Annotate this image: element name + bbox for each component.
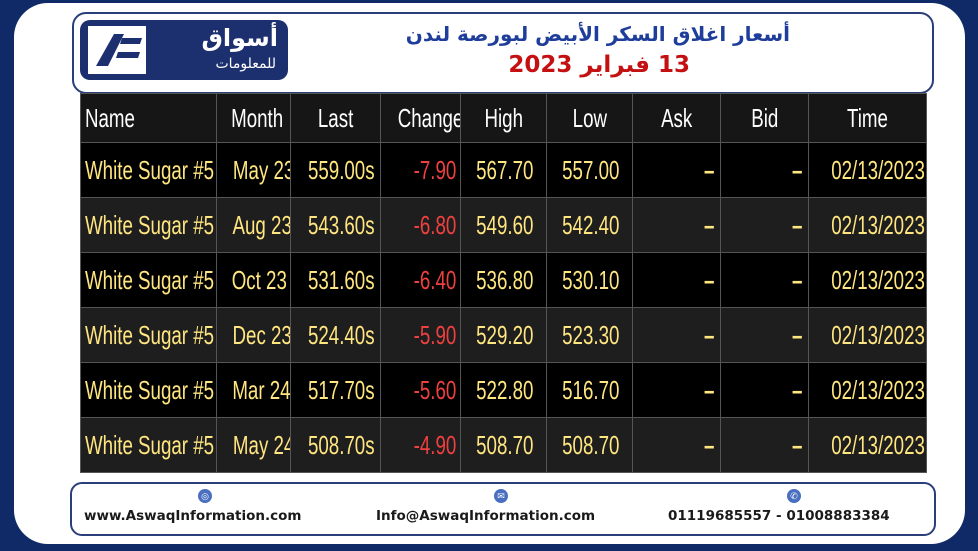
email-link[interactable]: Info@AswaqInformation.com bbox=[376, 508, 596, 524]
cell-time: 02/13/2023 bbox=[808, 307, 927, 363]
cell-last: 524.40s bbox=[290, 307, 381, 363]
cell-low: 508.70 bbox=[546, 417, 633, 473]
cell-low: 557.00 bbox=[546, 142, 633, 198]
cell-bid: – bbox=[720, 197, 809, 253]
cell-ask: – bbox=[632, 252, 721, 308]
column-header: Ask bbox=[632, 93, 721, 143]
logo-mark-icon bbox=[88, 26, 146, 74]
table-row: White Sugar #5 Mar 24 517.70s -5.60 522.80 51… bbox=[80, 362, 927, 418]
cell-ask: – bbox=[632, 197, 721, 253]
cell-time: 02/13/2023 bbox=[808, 362, 927, 418]
column-header: Low bbox=[546, 93, 633, 143]
table-header-row: Name Month Last Change High Low Ask Bid … bbox=[80, 93, 927, 143]
column-header: Last bbox=[290, 93, 381, 143]
cell-bid: – bbox=[720, 252, 809, 308]
logo: أسواق للمعلومات bbox=[80, 20, 288, 80]
website-link[interactable]: www.AswaqInformation.com bbox=[84, 508, 302, 524]
cell-high: 508.70 bbox=[460, 417, 547, 473]
cell-name: White Sugar #5 bbox=[80, 142, 217, 198]
cell-last: 508.70s bbox=[290, 417, 381, 473]
cell-change: -6.40 bbox=[380, 252, 461, 308]
cell-last: 543.60s bbox=[290, 197, 381, 253]
cell-low: 530.10 bbox=[546, 252, 633, 308]
envelope-icon: ✉ bbox=[494, 489, 508, 503]
cell-ask: – bbox=[632, 307, 721, 363]
logo-text: أسواق bbox=[201, 24, 278, 52]
cell-change: -6.80 bbox=[380, 197, 461, 253]
cell-name: White Sugar #5 bbox=[80, 362, 217, 418]
cell-name: White Sugar #5 bbox=[80, 307, 217, 363]
cell-change: -5.90 bbox=[380, 307, 461, 363]
cell-time: 02/13/2023 bbox=[808, 142, 927, 198]
cell-name: White Sugar #5 bbox=[80, 252, 217, 308]
table-row: White Sugar #5 Dec 23 524.40s -5.90 529.20 52… bbox=[80, 307, 927, 363]
cell-high: 522.80 bbox=[460, 362, 547, 418]
cell-month: Aug 23 bbox=[216, 197, 291, 253]
column-header: High bbox=[460, 93, 547, 143]
cell-month: May 24 bbox=[216, 417, 291, 473]
column-header: Change bbox=[380, 93, 461, 143]
cell-ask: – bbox=[632, 142, 721, 198]
table-row: White Sugar #5 May 23 559.00s -7.90 567.70 55… bbox=[80, 142, 927, 198]
cell-month: Oct 23 bbox=[216, 252, 291, 308]
cell-low: 542.40 bbox=[546, 197, 633, 253]
cell-low: 523.30 bbox=[546, 307, 633, 363]
cell-bid: – bbox=[720, 142, 809, 198]
cell-last: 559.00s bbox=[290, 142, 381, 198]
cell-name: White Sugar #5 bbox=[80, 417, 217, 473]
cell-time: 02/13/2023 bbox=[808, 197, 927, 253]
column-header: Month bbox=[216, 93, 291, 143]
cell-bid: – bbox=[720, 307, 809, 363]
cell-change: -5.60 bbox=[380, 362, 461, 418]
cell-last: 517.70s bbox=[290, 362, 381, 418]
cell-month: Mar 24 bbox=[216, 362, 291, 418]
phone-icon: ✆ bbox=[787, 489, 801, 503]
cell-name: White Sugar #5 bbox=[80, 197, 217, 253]
column-header: Name bbox=[80, 93, 217, 143]
cell-high: 549.60 bbox=[460, 197, 547, 253]
globe-icon: ◎ bbox=[198, 489, 212, 503]
cell-high: 536.80 bbox=[460, 252, 547, 308]
cell-change: -7.90 bbox=[380, 142, 461, 198]
prices-table: Name Month Last Change High Low Ask Bid … bbox=[80, 93, 927, 473]
column-header: Bid bbox=[720, 93, 809, 143]
cell-high: 529.20 bbox=[460, 307, 547, 363]
table-row: White Sugar #5 May 24 508.70s -4.90 508.70 50… bbox=[80, 417, 927, 473]
cell-month: May 23 bbox=[216, 142, 291, 198]
cell-time: 02/13/2023 bbox=[808, 252, 927, 308]
page-title: أسعار اغلاق السكر الأبيض لبورصة لندن bbox=[405, 22, 790, 46]
cell-low: 516.70 bbox=[546, 362, 633, 418]
cell-time: 02/13/2023 bbox=[808, 417, 927, 473]
table-row: White Sugar #5 Oct 23 531.60s -6.40 536.80 53… bbox=[80, 252, 927, 308]
column-header: Time bbox=[808, 93, 927, 143]
table-row: White Sugar #5 Aug 23 543.60s -6.80 549.60 54… bbox=[80, 197, 927, 253]
cell-ask: – bbox=[632, 362, 721, 418]
cell-bid: – bbox=[720, 417, 809, 473]
page-date: 13 فبراير 2023 bbox=[508, 52, 690, 78]
cell-ask: – bbox=[632, 417, 721, 473]
cell-high: 567.70 bbox=[460, 142, 547, 198]
cell-last: 531.60s bbox=[290, 252, 381, 308]
cell-change: -4.90 bbox=[380, 417, 461, 473]
phone-numbers: 01119685557 - 01008883384 bbox=[668, 508, 890, 524]
cell-bid: – bbox=[720, 362, 809, 418]
cell-month: Dec 23 bbox=[216, 307, 291, 363]
logo-subtext: للمعلومات bbox=[215, 56, 276, 72]
